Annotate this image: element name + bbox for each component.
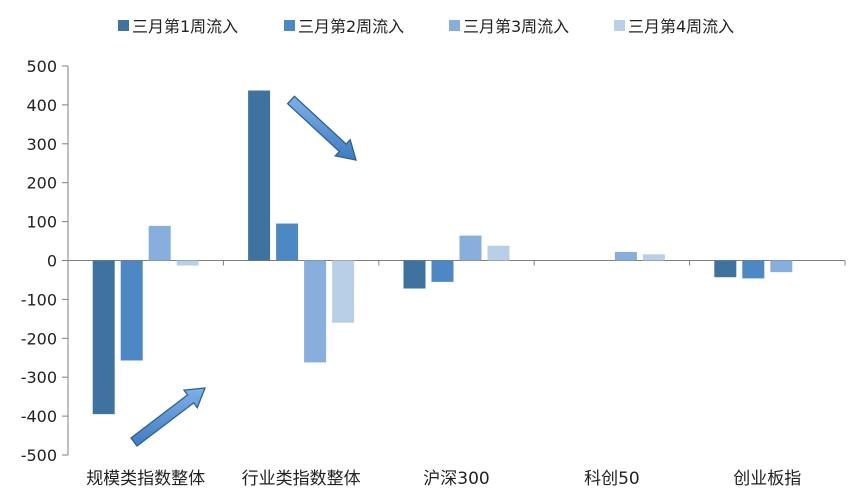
legend-label: 三月第2周流入 bbox=[298, 17, 404, 36]
y-tick-label: -100 bbox=[21, 290, 57, 309]
category-label: 沪深300 bbox=[423, 469, 489, 489]
legend-swatch bbox=[284, 20, 295, 31]
y-tick-label: 0 bbox=[47, 252, 57, 271]
category-label: 规模类指数整体 bbox=[86, 469, 205, 489]
bar-series-3 bbox=[148, 225, 171, 261]
bar-series-4 bbox=[176, 260, 199, 266]
bar-series-1 bbox=[714, 260, 737, 278]
y-tick-label: 200 bbox=[26, 174, 57, 193]
y-tick-label: -200 bbox=[21, 329, 57, 348]
category-label: 创业板指 bbox=[733, 469, 801, 489]
bars bbox=[92, 90, 793, 415]
legend-label: 三月第3周流入 bbox=[463, 17, 569, 36]
bar-series-3 bbox=[614, 251, 637, 261]
legend-swatch bbox=[614, 20, 625, 31]
y-tick-label: -300 bbox=[21, 368, 57, 387]
bar-series-4 bbox=[642, 254, 665, 261]
y-tick-label: 500 bbox=[26, 57, 57, 76]
bar-series-1 bbox=[92, 260, 115, 415]
category-label: 行业类指数整体 bbox=[242, 469, 361, 489]
arrow-down-right bbox=[286, 95, 357, 161]
bar-series-2 bbox=[431, 260, 454, 282]
legend-swatch bbox=[449, 20, 460, 31]
y-tick-label: -400 bbox=[21, 407, 57, 426]
legend-label: 三月第4周流入 bbox=[628, 17, 734, 36]
bar-series-1 bbox=[403, 260, 426, 289]
legend: 三月第1周流入 三月第2周流入 三月第3周流入 三月第4周流入 bbox=[118, 17, 734, 36]
legend-label: 三月第1周流入 bbox=[132, 17, 238, 36]
legend-swatch bbox=[118, 20, 129, 31]
y-tick-label: 400 bbox=[26, 96, 57, 115]
bar-series-2 bbox=[276, 223, 299, 261]
y-tick-label: 100 bbox=[26, 213, 57, 232]
bar-series-1 bbox=[248, 90, 271, 261]
bar-series-2 bbox=[742, 260, 765, 279]
bar-series-4 bbox=[487, 245, 510, 261]
y-tick-label: 300 bbox=[26, 135, 57, 154]
arrow-up-right bbox=[130, 387, 206, 447]
axes: 500 400 300 200 100 0 -100 -200 -300 -400 -500 规模类指… bbox=[21, 57, 846, 489]
bar-series-3 bbox=[459, 235, 482, 261]
bar-series-3 bbox=[304, 260, 327, 363]
category-label: 科创50 bbox=[584, 469, 640, 489]
bar-series-4 bbox=[332, 260, 355, 323]
bar-series-2 bbox=[120, 260, 143, 361]
annotation-arrows bbox=[130, 95, 357, 447]
y-tick-label: -500 bbox=[21, 446, 57, 465]
bar-series-3 bbox=[770, 260, 793, 273]
